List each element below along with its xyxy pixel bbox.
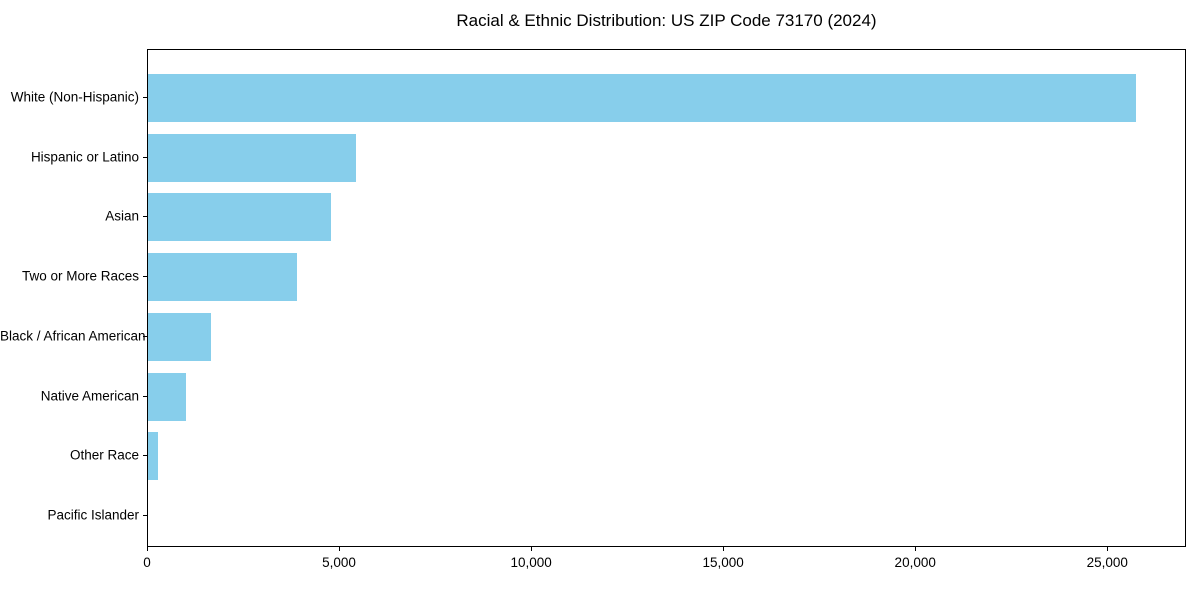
y-tick-mark [143,514,147,516]
y-axis-label: White (Non-Hispanic) [10,89,139,105]
x-tick-mark [339,547,341,551]
y-axis-label: Native American [40,388,139,404]
y-tick-mark [143,156,147,158]
x-axis-tick-label: 10,000 [510,555,552,570]
x-tick-mark [1107,547,1109,551]
y-tick-mark [143,455,147,457]
x-axis-tick-label: 20,000 [894,555,936,570]
plot-area [147,49,1186,547]
y-tick-mark [143,335,147,337]
x-tick-mark [147,547,148,551]
y-tick-mark [143,395,147,397]
bar [148,372,186,421]
y-tick-mark [143,216,147,218]
x-axis-tick-label: 0 [143,555,151,570]
chart-title: Racial & Ethnic Distribution: US ZIP Cod… [456,11,877,30]
bar [148,193,331,242]
y-tick-mark [143,97,147,98]
bar [148,432,158,481]
y-axis-label: Asian [105,208,139,224]
y-axis-label: Black / African American [0,328,146,344]
bar [148,133,356,182]
y-axis-label: Other Race [69,447,139,463]
x-axis-tick-label: 5,000 [322,555,356,570]
bar [148,74,1136,122]
x-tick-mark [915,547,917,551]
y-axis-label: Two or More Races [21,268,139,284]
y-tick-mark [143,276,147,278]
x-tick-mark [531,547,533,551]
x-axis-tick-label: 25,000 [1086,555,1128,570]
x-axis-tick-label: 15,000 [702,555,744,570]
bar [148,253,298,302]
y-axis-label: Pacific Islander [47,507,139,523]
x-tick-mark [723,547,725,551]
y-axis-label: Hispanic or Latino [30,149,139,165]
bar [148,312,211,361]
